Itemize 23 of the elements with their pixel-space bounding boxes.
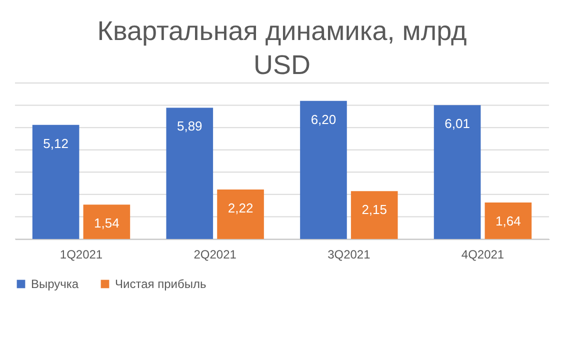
- data-label: 6,20: [310, 112, 336, 127]
- bar: [166, 108, 214, 239]
- x-tick-label: 2Q2021: [194, 248, 237, 262]
- bar: [300, 100, 347, 239]
- data-label: 2,15: [362, 202, 388, 218]
- x-tick-label: 1Q2021: [60, 248, 103, 262]
- x-tick-label: 4Q2021: [461, 248, 504, 262]
- data-label: 6,01: [444, 116, 470, 132]
- chart-title: Квартальная динамика, млрд USD: [96, 15, 468, 82]
- bar: [83, 204, 130, 239]
- bar: [350, 191, 398, 239]
- data-label: 5,89: [176, 118, 202, 134]
- bar: [434, 105, 481, 239]
- data-label: 5,12: [43, 136, 68, 151]
- legend-label: Выручка: [31, 277, 79, 291]
- x-tick-label: 3Q2021: [328, 248, 371, 262]
- data-label: 2,22: [228, 200, 254, 216]
- data-label: 1,64: [496, 213, 521, 228]
- legend-label: Чистая прибыль: [115, 277, 206, 291]
- data-label: 1,54: [94, 216, 120, 231]
- bar: [217, 190, 264, 239]
- bar: [484, 202, 532, 239]
- bar: [32, 124, 80, 239]
